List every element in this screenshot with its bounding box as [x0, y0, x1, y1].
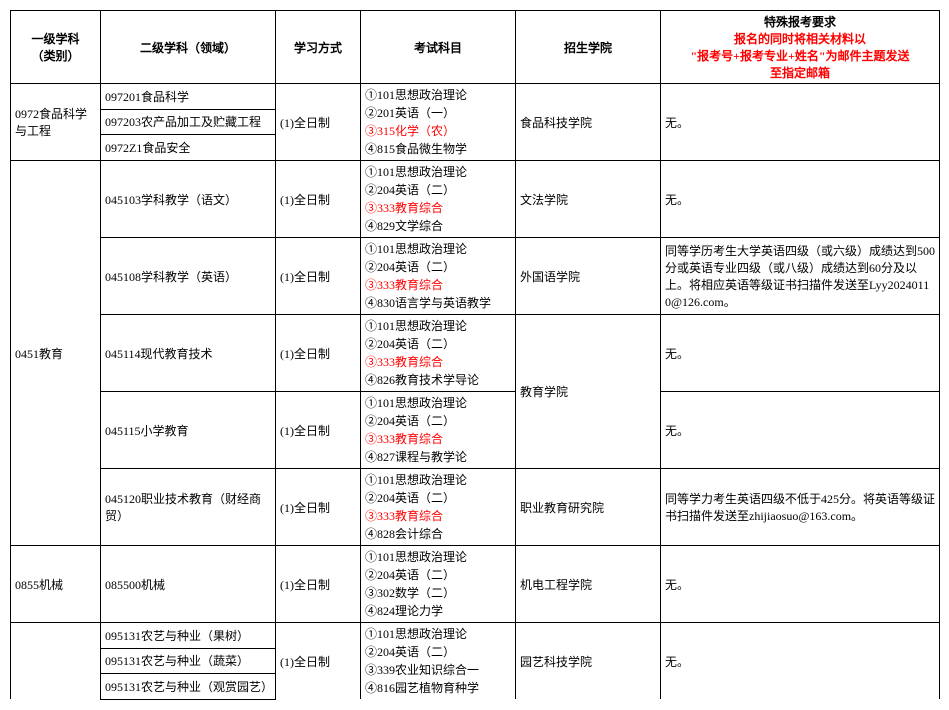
subj-line: ④826教育技术学导论 [365, 371, 511, 389]
subj-0972: ①101思想政治理论 ②201英语（一） ③315化学（农） ④815食品微生物… [361, 84, 516, 161]
row-0451-d: 045115小学教育 (1)全日制 ①101思想政治理论 ②204英语（二） ③… [11, 392, 940, 469]
subj-line: ④830语言学与英语教学 [365, 294, 511, 312]
header-row: 一级学科 （类别） 二级学科（领域） 学习方式 考试科目 招生学院 特殊报考要求… [11, 11, 940, 84]
subj-045120: ①101思想政治理论 ②204英语（二） ③333教育综合 ④828会计综合 [361, 469, 516, 546]
mode-045114: (1)全日制 [276, 315, 361, 392]
college-045120: 职业教育研究院 [516, 469, 661, 546]
subj-line: ②204英语（二） [365, 412, 511, 430]
subj-line: ②204英语（二） [365, 566, 511, 584]
req-0972: 无。 [661, 84, 940, 161]
admissions-table: 一级学科 （类别） 二级学科（领域） 学习方式 考试科目 招生学院 特殊报考要求… [10, 10, 940, 700]
subj-045103: ①101思想政治理论 ②204英语（二） ③333教育综合 ④829文学综合 [361, 161, 516, 238]
h-discipline2: 二级学科（领域） [101, 11, 276, 84]
subj-line: ①101思想政治理论 [365, 625, 511, 643]
subj-line: ②204英语（二） [365, 181, 511, 199]
h-req-top: 特殊报考要求 [665, 13, 935, 30]
subj-line: ④815食品微生物学 [365, 140, 511, 158]
req-045114: 无。 [661, 315, 940, 392]
req-0951: 无。 [661, 623, 940, 700]
subj-line: ③302数学（二） [365, 584, 511, 602]
row-0972-1: 0972食品科学与工程 097201食品科学 (1)全日制 ①101思想政治理论… [11, 84, 940, 110]
subj-line: ③333教育综合 [365, 507, 511, 525]
subj-line: ②204英语（二） [365, 489, 511, 507]
subj-0951: ①101思想政治理论 ②204英语（二） ③339农业知识综合一 ④816园艺植… [361, 623, 516, 700]
subj-line: ③333教育综合 [365, 430, 511, 448]
req-045115: 无。 [661, 392, 940, 469]
subj-0855: ①101思想政治理论 ②204英语（二） ③302数学（二） ④824理论力学 [361, 546, 516, 623]
h-requirements: 特殊报考要求 报名的同时将相关材料以 "报考号+报考专业+姓名"为邮件主题发送 … [661, 11, 940, 84]
sub-097201: 097201食品科学 [101, 84, 276, 110]
mode-045115: (1)全日制 [276, 392, 361, 469]
req-045103: 无。 [661, 161, 940, 238]
subj-line: ④828会计综合 [365, 525, 511, 543]
mode-0951: (1)全日制 [276, 623, 361, 700]
row-0451-c: 045114现代教育技术 (1)全日制 ①101思想政治理论 ②204英语（二）… [11, 315, 940, 392]
subj-line: ②204英语（二） [365, 335, 511, 353]
sub-045120: 045120职业技术教育（财经商贸） [101, 469, 276, 546]
subj-line: ③315化学（农） [365, 122, 511, 140]
sub-085500: 085500机械 [101, 546, 276, 623]
subj-line: ①101思想政治理论 [365, 548, 511, 566]
subj-line: ③333教育综合 [365, 353, 511, 371]
row-0451-b: 045108学科教学（英语） (1)全日制 ①101思想政治理论 ②204英语（… [11, 238, 940, 315]
sub-095131b: 095131农艺与种业（蔬菜） [101, 648, 276, 674]
disc-0451: 0451教育 [11, 161, 101, 546]
subj-line: ①101思想政治理论 [365, 163, 511, 181]
disc-0855: 0855机械 [11, 546, 101, 623]
subj-line: ①101思想政治理论 [365, 394, 511, 412]
college-0855: 机电工程学院 [516, 546, 661, 623]
h-college: 招生学院 [516, 11, 661, 84]
college-045103: 文法学院 [516, 161, 661, 238]
mode-045108: (1)全日制 [276, 238, 361, 315]
h-req-r3: 至指定邮箱 [665, 64, 935, 81]
subj-line: ③333教育综合 [365, 276, 511, 294]
subj-line: ②201英语（一） [365, 104, 511, 122]
h-discipline1: 一级学科 （类别） [11, 11, 101, 84]
subj-045114: ①101思想政治理论 ②204英语（二） ③333教育综合 ④826教育技术学导… [361, 315, 516, 392]
sub-097203: 097203农产品加工及贮藏工程 [101, 109, 276, 135]
h-req-r1: 报名的同时将相关材料以 [665, 30, 935, 47]
sub-0972z1: 0972Z1食品安全 [101, 135, 276, 161]
sub-045115: 045115小学教育 [101, 392, 276, 469]
subj-line: ③333教育综合 [365, 199, 511, 217]
h-subjects: 考试科目 [361, 11, 516, 84]
subj-045108: ①101思想政治理论 ②204英语（二） ③333教育综合 ④830语言学与英语… [361, 238, 516, 315]
subj-line: ④827课程与教学论 [365, 448, 511, 466]
subj-line: ②204英语（二） [365, 643, 511, 661]
subj-line: ①101思想政治理论 [365, 86, 511, 104]
row-0451-a: 0451教育 045103学科教学（语文） (1)全日制 ①101思想政治理论 … [11, 161, 940, 238]
row-0855: 0855机械 085500机械 (1)全日制 ①101思想政治理论 ②204英语… [11, 546, 940, 623]
mode-0972: (1)全日制 [276, 84, 361, 161]
subj-line: ①101思想政治理论 [365, 240, 511, 258]
h-req-r2: "报考号+报考专业+姓名"为邮件主题发送 [665, 47, 935, 64]
subj-045115: ①101思想政治理论 ②204英语（二） ③333教育综合 ④827课程与教学论 [361, 392, 516, 469]
mode-045103: (1)全日制 [276, 161, 361, 238]
row-0951-1: 095131农艺与种业（果树） (1)全日制 ①101思想政治理论 ②204英语… [11, 623, 940, 649]
college-045114: 教育学院 [516, 315, 661, 469]
sub-045103: 045103学科教学（语文） [101, 161, 276, 238]
subj-line: ③339农业知识综合一 [365, 661, 511, 679]
subj-line: ①101思想政治理论 [365, 471, 511, 489]
college-0972: 食品科技学院 [516, 84, 661, 161]
subj-line: ④829文学综合 [365, 217, 511, 235]
req-045108: 同等学历考生大学英语四级（或六级）成绩达到500分或英语专业四级（或八级）成绩达… [661, 238, 940, 315]
disc-0972: 0972食品科学与工程 [11, 84, 101, 161]
sub-045114: 045114现代教育技术 [101, 315, 276, 392]
subj-line: ①101思想政治理论 [365, 317, 511, 335]
college-045108: 外国语学院 [516, 238, 661, 315]
sub-095131c: 095131农艺与种业（观赏园艺） [101, 674, 276, 700]
req-045120: 同等学力考生英语四级不低于425分。将英语等级证书扫描件发送至zhijiaosu… [661, 469, 940, 546]
mode-0855: (1)全日制 [276, 546, 361, 623]
h-mode: 学习方式 [276, 11, 361, 84]
subj-line: ④824理论力学 [365, 602, 511, 620]
row-0451-e: 045120职业技术教育（财经商贸） (1)全日制 ①101思想政治理论 ②20… [11, 469, 940, 546]
disc-0951-blank [11, 623, 101, 700]
sub-095131a: 095131农艺与种业（果树） [101, 623, 276, 649]
subj-line: ④816园艺植物育种学 [365, 679, 511, 697]
subj-line: ②204英语（二） [365, 258, 511, 276]
req-0855: 无。 [661, 546, 940, 623]
mode-045120: (1)全日制 [276, 469, 361, 546]
sub-045108: 045108学科教学（英语） [101, 238, 276, 315]
college-0951: 园艺科技学院 [516, 623, 661, 700]
